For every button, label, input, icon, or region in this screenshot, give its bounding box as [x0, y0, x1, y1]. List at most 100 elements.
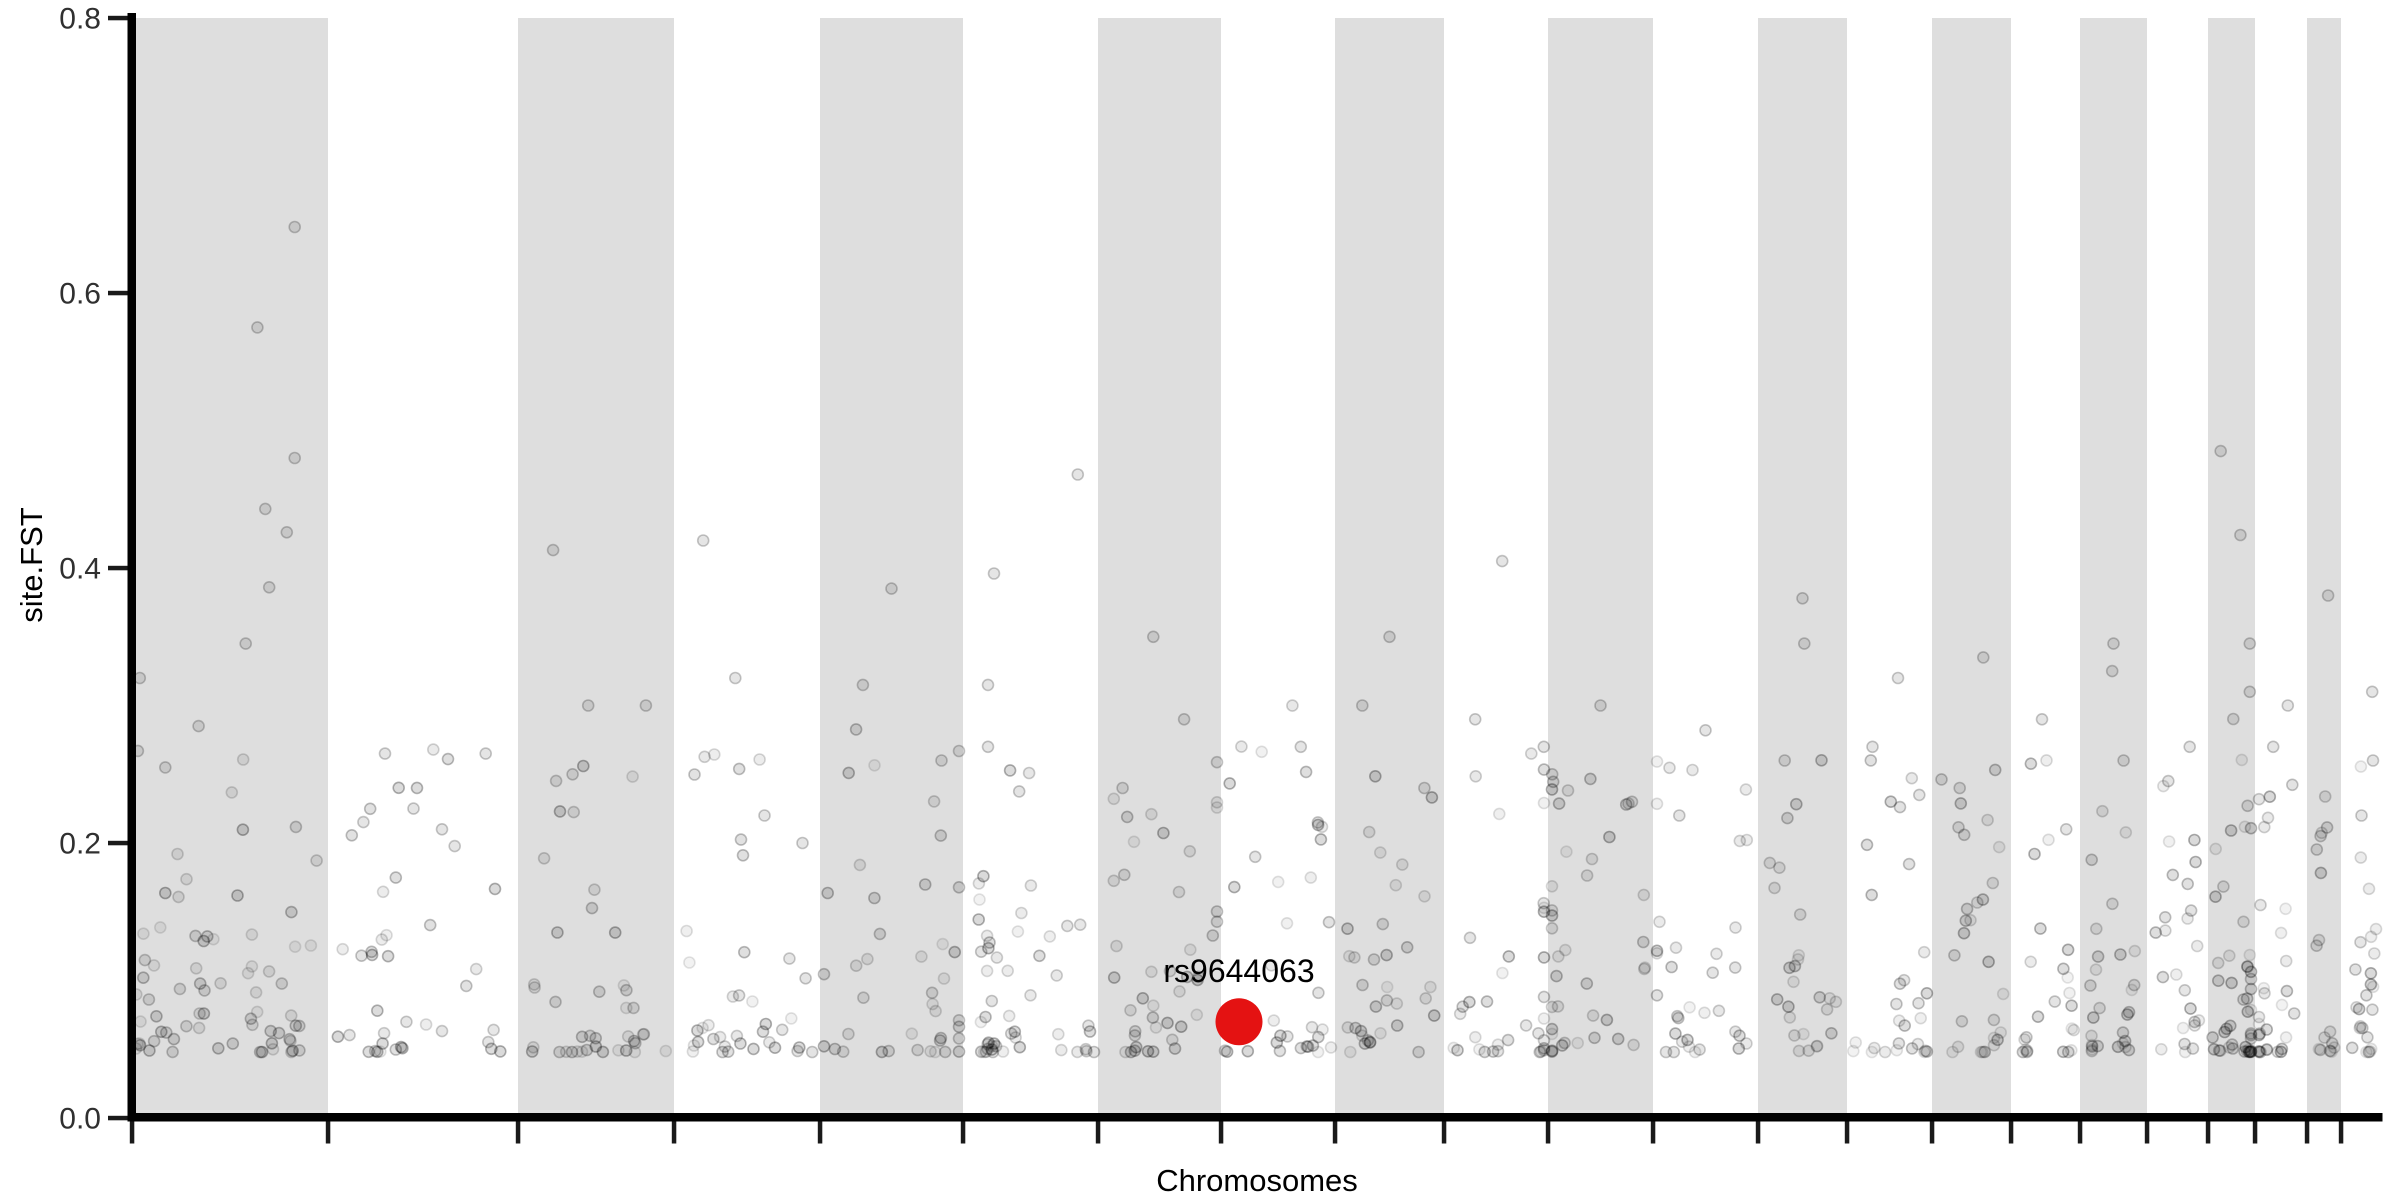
scatter-point	[2318, 1031, 2331, 1044]
scatter-point	[2244, 1027, 2258, 1040]
scatter-point	[567, 805, 581, 819]
scatter-point	[972, 877, 986, 890]
scatter-point	[1127, 835, 1141, 849]
scatter-point	[952, 744, 966, 758]
scatter-point	[197, 934, 210, 948]
scatter-point	[934, 829, 948, 842]
scatter-point	[1055, 1043, 1068, 1057]
scatter-point	[1161, 1016, 1174, 1030]
scatter-point	[2350, 1000, 2363, 1014]
scatter-point	[1314, 833, 1328, 846]
scatter-point	[2065, 1022, 2079, 1035]
scatter-point	[1920, 986, 1934, 1000]
scatter-point	[1533, 1045, 1547, 1059]
scatter-point	[2059, 822, 2073, 836]
y-tick-label: 0.6	[59, 278, 101, 311]
scatter-point	[952, 880, 966, 894]
scatter-point	[2244, 821, 2258, 835]
scatter-point	[410, 781, 424, 795]
scatter-point	[1177, 712, 1191, 726]
scatter-point	[1892, 1014, 1906, 1028]
scatter-point	[2190, 939, 2204, 953]
scatter-point	[1913, 788, 1926, 802]
scatter-point	[1356, 1029, 1369, 1042]
scatter-point	[150, 1009, 163, 1023]
scatter-point	[734, 1037, 747, 1050]
scatter-point	[285, 1045, 298, 1059]
scatter-point	[2360, 1045, 2373, 1059]
scatter-point	[2214, 444, 2227, 458]
scatter-point	[2363, 1045, 2377, 1058]
scatter-point	[1537, 951, 1551, 964]
scatter-point	[732, 989, 746, 1002]
scatter-point	[214, 976, 227, 990]
scatter-point	[1625, 795, 1639, 809]
scatter-point	[588, 883, 601, 897]
chromosome-band	[132, 18, 328, 1113]
scatter-point	[589, 1031, 603, 1045]
scatter-point	[1912, 996, 1925, 1010]
scatter-point	[275, 977, 289, 990]
scatter-point	[1300, 1040, 1314, 1053]
scatter-point	[2222, 1041, 2236, 1054]
scatter-point	[934, 1031, 948, 1045]
scatter-point	[1493, 807, 1506, 821]
scatter-point	[1491, 1038, 1505, 1051]
scatter-point	[1981, 813, 1994, 827]
scatter-point	[2241, 960, 2254, 974]
scatter-point	[696, 1021, 709, 1035]
scatter-point	[2188, 833, 2201, 847]
scatter-point	[1627, 1038, 1640, 1052]
scatter-point	[996, 1045, 1010, 1058]
scatter-point	[244, 1012, 258, 1026]
scatter-point	[1341, 1021, 1355, 1034]
scatter-point	[626, 770, 639, 783]
scatter-point	[559, 1045, 573, 1059]
scatter-point	[1273, 1044, 1287, 1058]
scatter-point	[493, 1045, 507, 1058]
scatter-point	[1124, 1003, 1137, 1017]
scatter-point	[791, 1044, 804, 1058]
scatter-point	[987, 1037, 1001, 1050]
scatter-point	[1763, 856, 1777, 870]
scatter-point	[2042, 833, 2055, 847]
scatter-point	[2062, 1045, 2075, 1059]
scatter-point	[2252, 1010, 2266, 1024]
scatter-point	[284, 1034, 297, 1048]
scatter-point	[836, 1045, 850, 1058]
scatter-point	[758, 809, 771, 822]
scatter-point	[2258, 986, 2271, 1000]
scatter-point	[1418, 781, 1431, 795]
scatter-point	[721, 1045, 735, 1058]
scatter-point	[636, 1028, 650, 1041]
scatter-point	[1905, 771, 1919, 785]
scatter-point	[842, 1027, 855, 1041]
scatter-point	[1206, 929, 1220, 942]
scatter-point	[592, 985, 606, 999]
scatter-point	[1959, 914, 1973, 928]
scatter-point	[621, 1030, 635, 1043]
scatter-point	[1860, 838, 1874, 852]
scatter-point	[2085, 853, 2098, 867]
scatter-point	[288, 220, 302, 234]
scatter-point	[272, 1026, 286, 1040]
scatter-point	[419, 1018, 433, 1031]
scatter-point	[2356, 1021, 2369, 1035]
scatter-point	[2354, 760, 2368, 773]
scatter-point	[1033, 949, 1046, 963]
scatter-point	[828, 1042, 842, 1056]
y-axis-title: site.FST	[14, 507, 49, 622]
scatter-point	[1110, 939, 1123, 953]
scatter-point	[619, 1044, 633, 1057]
scatter-point	[948, 945, 962, 959]
scatter-point	[842, 766, 856, 780]
scatter-point	[1992, 840, 2006, 854]
chromosome-band	[820, 18, 963, 1113]
scatter-point	[378, 747, 392, 760]
scatter-point	[1486, 1045, 1500, 1058]
scatter-point	[1537, 1012, 1551, 1025]
scatter-point	[246, 1018, 259, 1032]
x-tick	[1218, 1121, 1224, 1144]
scatter-point	[363, 802, 377, 816]
scatter-point	[1847, 1044, 1860, 1058]
